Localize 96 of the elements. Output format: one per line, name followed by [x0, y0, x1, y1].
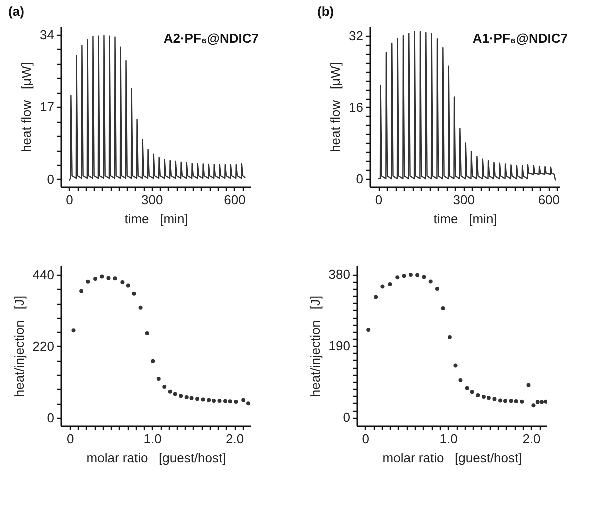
- point: [428, 280, 433, 284]
- point: [408, 273, 413, 278]
- point: [173, 392, 178, 396]
- point: [138, 306, 143, 310]
- point: [196, 397, 200, 402]
- x-tick-label: 0: [66, 432, 74, 446]
- x-tick-label: 600: [538, 192, 560, 208]
- chart-title: (a): [8, 4, 24, 19]
- point: [536, 400, 540, 404]
- point: [441, 306, 446, 311]
- point: [498, 398, 503, 403]
- y-tick-label: 440: [32, 268, 54, 283]
- point: [234, 400, 238, 404]
- point: [448, 336, 452, 340]
- point: [80, 289, 84, 294]
- point: [526, 383, 531, 388]
- x-tick-label: 600: [224, 192, 246, 208]
- x-tick-label: 300: [142, 192, 164, 208]
- point: [470, 390, 474, 394]
- point: [145, 332, 150, 336]
- point: [366, 328, 371, 332]
- point: [504, 399, 508, 404]
- point: [540, 400, 544, 404]
- point: [374, 295, 378, 300]
- point: [207, 398, 212, 402]
- point: [86, 280, 90, 284]
- x-tick-label: 2.0: [226, 432, 244, 446]
- point: [388, 282, 392, 286]
- x-tick-label: 0: [375, 192, 383, 208]
- point: [242, 398, 246, 402]
- y-tick-label: 190: [328, 338, 350, 354]
- y-tick-label: 34: [40, 28, 54, 43]
- y-tick-label: 0: [47, 172, 54, 187]
- x-tick-label: 1.0: [440, 432, 458, 446]
- point: [476, 394, 480, 398]
- point: [184, 395, 189, 400]
- annotation: A1·PF₆@NDIC7: [472, 31, 568, 46]
- point: [416, 273, 420, 278]
- x-tick-label: 300: [453, 192, 475, 208]
- point: [72, 328, 76, 333]
- point: [201, 398, 206, 402]
- point: [435, 286, 440, 291]
- y-axis-title: heat flow [μW]: [19, 62, 34, 152]
- chart-title: (b): [318, 4, 334, 19]
- point: [100, 274, 104, 279]
- point: [126, 284, 130, 288]
- point: [94, 276, 98, 281]
- y-tick-label: 0: [356, 171, 364, 186]
- y-axis-title: heat flow [μW]: [328, 62, 344, 152]
- point: [380, 284, 385, 289]
- point: [113, 276, 118, 281]
- point: [218, 399, 222, 404]
- point: [120, 280, 125, 285]
- point: [132, 292, 136, 296]
- point: [224, 399, 228, 404]
- point: [228, 400, 232, 404]
- point: [544, 400, 547, 404]
- point: [162, 385, 167, 390]
- point: [454, 364, 458, 368]
- point: [509, 399, 514, 404]
- point: [396, 276, 400, 280]
- point: [156, 376, 161, 381]
- point: [190, 396, 194, 400]
- point: [106, 276, 111, 280]
- y-tick-label: 380: [328, 267, 350, 282]
- point: [151, 359, 156, 364]
- y-tick-label: 17: [40, 100, 54, 115]
- point: [465, 386, 470, 390]
- x-tick-label: 1.0: [144, 432, 162, 446]
- y-axis-title: heat/injection [J]: [308, 296, 323, 398]
- y-tick-label: 0: [343, 410, 350, 426]
- point: [486, 396, 491, 400]
- point: [514, 400, 518, 404]
- point: [402, 274, 406, 278]
- y-tick-label: 220: [32, 338, 54, 354]
- point: [532, 404, 536, 408]
- x-tick-label: 0: [66, 192, 74, 208]
- point: [482, 395, 486, 400]
- x-axis-title: time [min]: [124, 212, 188, 226]
- point: [179, 394, 184, 398]
- y-axis-title: heat/injection [J]: [12, 296, 27, 398]
- point: [212, 399, 216, 404]
- point: [422, 275, 426, 280]
- y-tick-label: 32: [349, 28, 364, 44]
- point: [520, 400, 524, 404]
- annotation: A2·PF₆@NDIC7: [164, 31, 259, 46]
- x-tick-label: 2.0: [522, 432, 541, 446]
- point: [492, 397, 497, 402]
- point: [168, 390, 172, 394]
- y-tick-label: 0: [47, 410, 54, 426]
- x-axis-title: molar ratio [guest/host]: [382, 450, 522, 466]
- x-axis-title: molar ratio [guest/host]: [86, 450, 226, 466]
- point: [246, 402, 251, 406]
- x-axis-title: time [min]: [434, 212, 498, 226]
- y-tick-label: 16: [349, 100, 364, 115]
- point: [458, 378, 463, 382]
